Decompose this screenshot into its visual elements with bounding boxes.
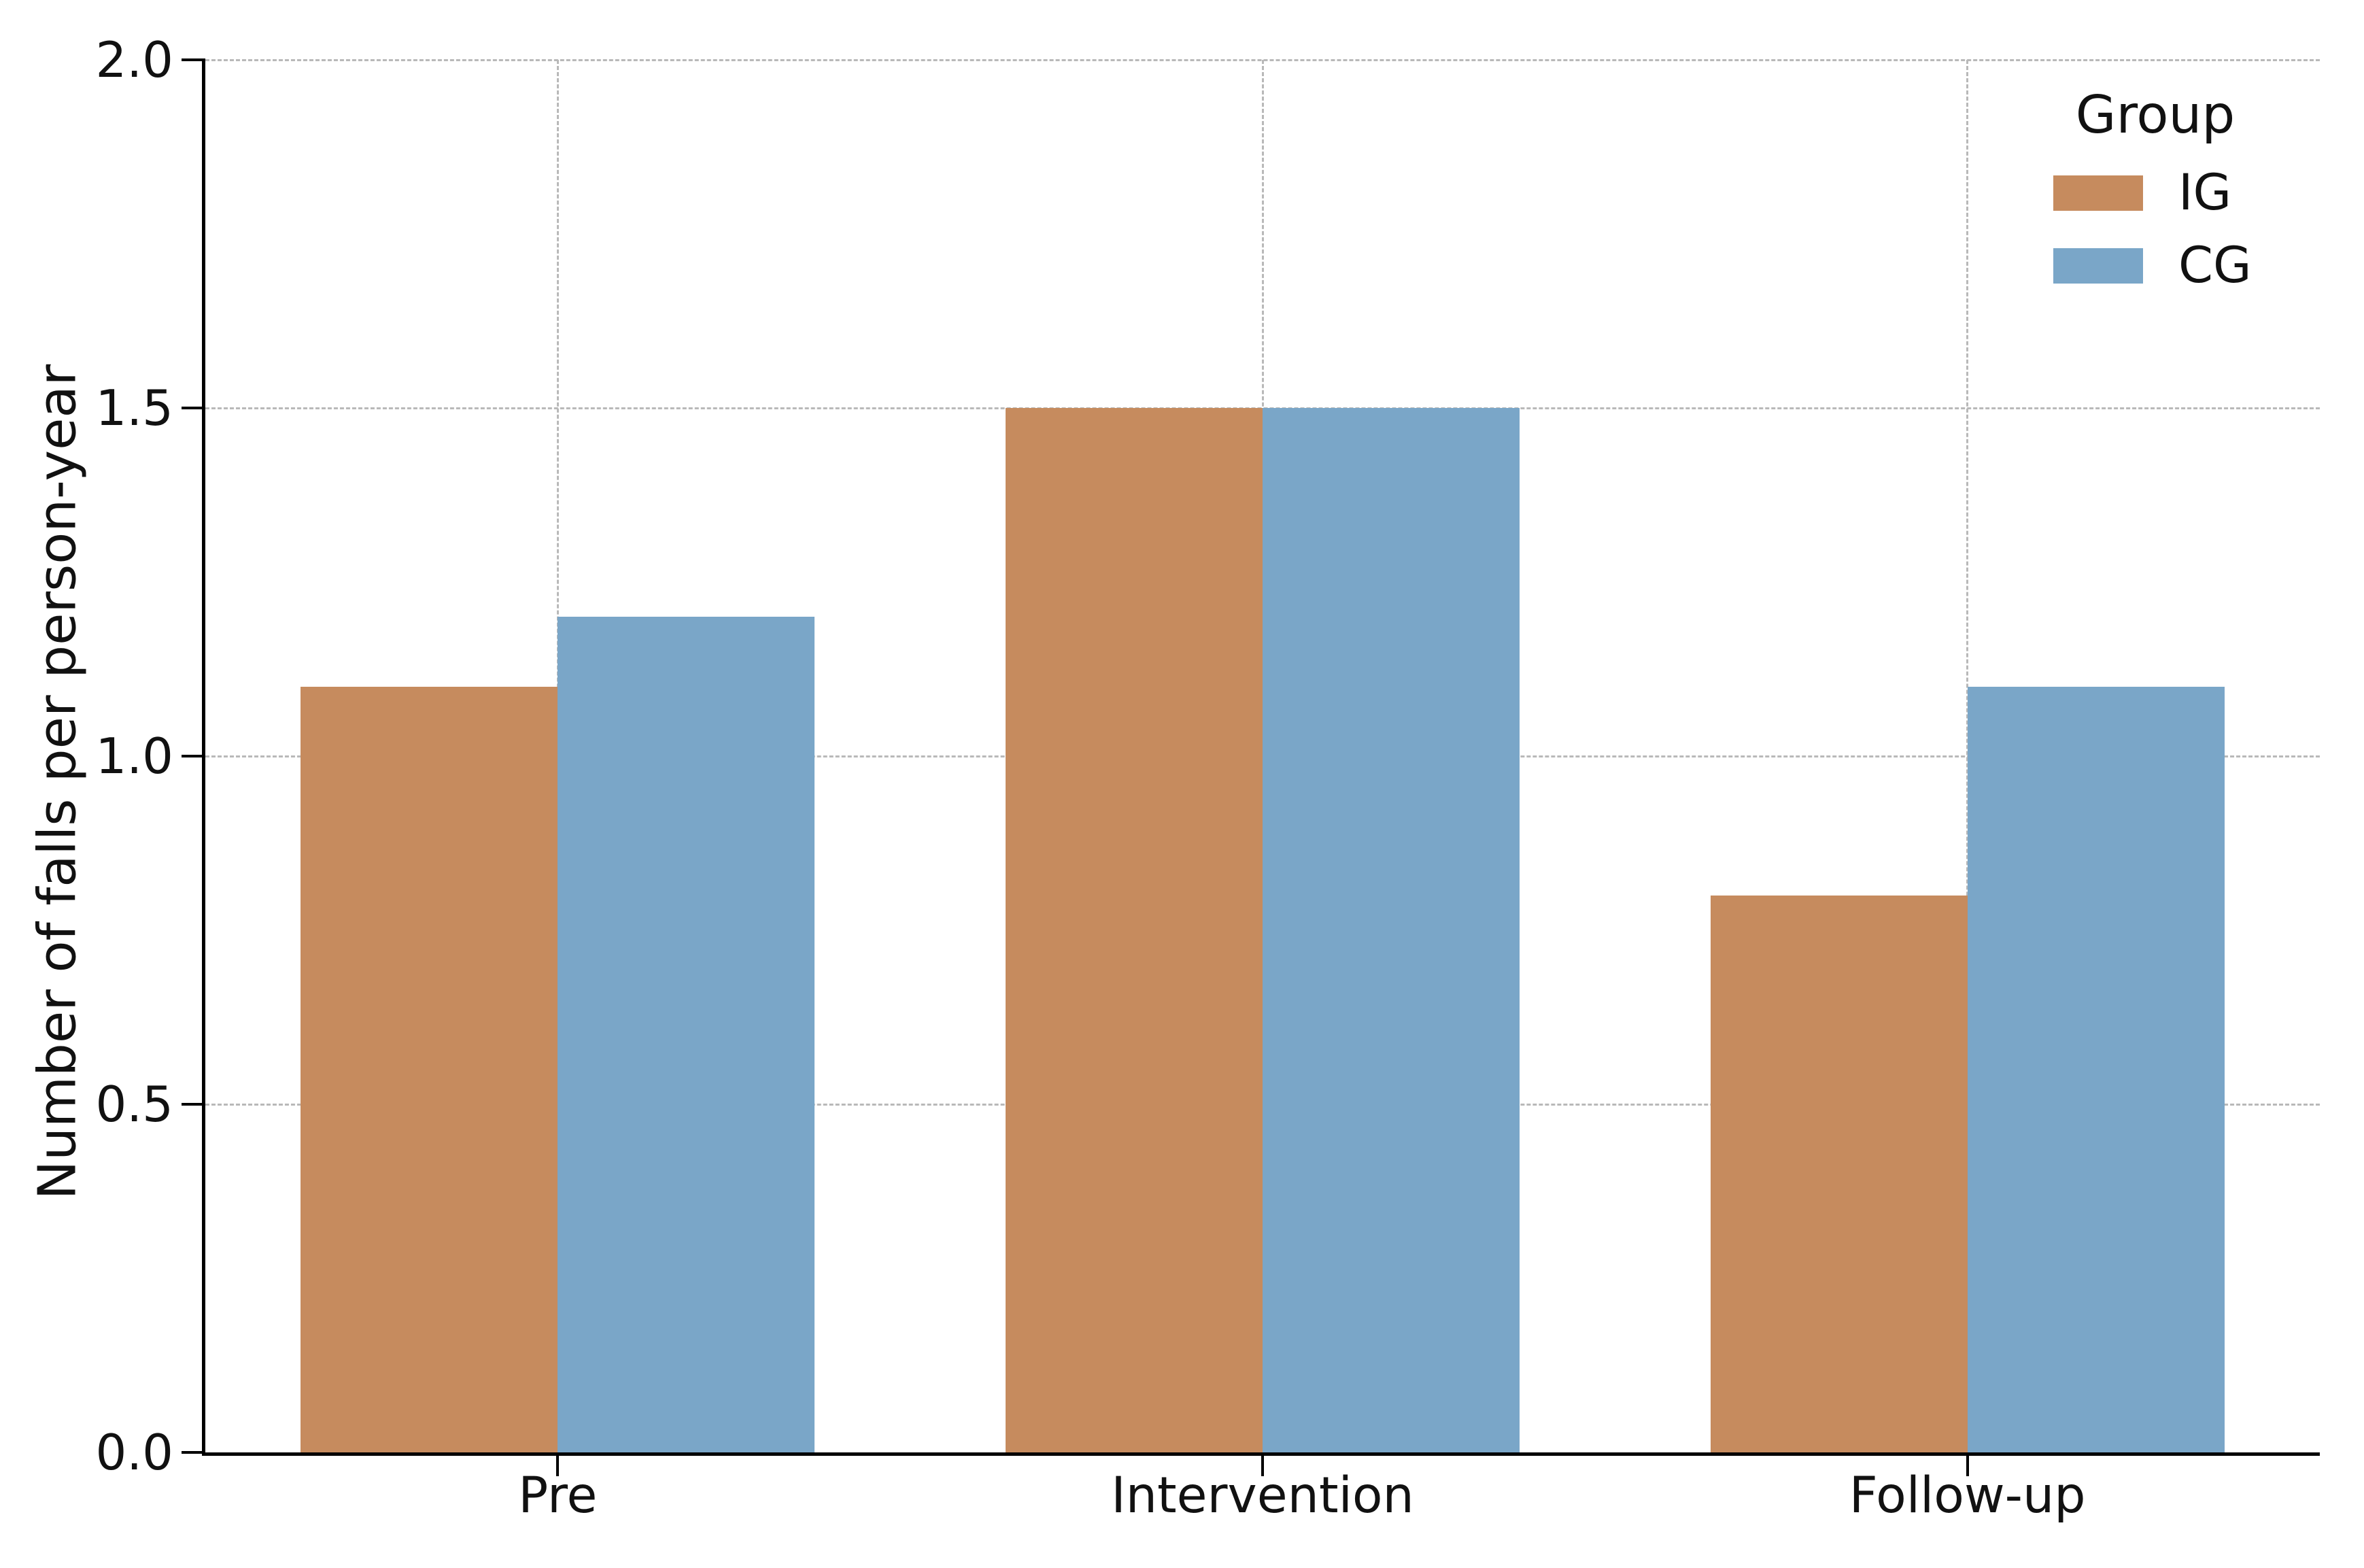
bar-cg-intervention <box>1263 408 1520 1452</box>
bar-ig-intervention <box>1006 408 1263 1452</box>
y-tick-0 <box>182 1451 202 1454</box>
legend-item-cg: CG <box>2053 237 2252 294</box>
y-tick-1.5 <box>182 407 202 409</box>
x-tick-intervention <box>1261 1456 1264 1476</box>
y-tick-0.5 <box>182 1103 202 1106</box>
x-tick-pre <box>556 1456 560 1476</box>
y-tick-label-0.5: 0.5 <box>95 1076 173 1133</box>
legend-swatch-ig <box>2053 175 2143 211</box>
x-tick-label-intervention: Intervention <box>1111 1467 1414 1524</box>
bar-cg-pre <box>558 617 815 1452</box>
bar-ig-follow-up <box>1710 895 1968 1452</box>
bar-ig-pre <box>301 686 558 1452</box>
x-tick-label-pre: Pre <box>518 1467 598 1524</box>
y-axis-spine <box>202 58 205 1456</box>
y-tick-1 <box>182 755 202 757</box>
legend-label-cg: CG <box>2178 237 2252 294</box>
x-tick-label-follow-up: Follow-up <box>1849 1467 2086 1524</box>
y-tick-2 <box>182 58 202 61</box>
legend: Group IG CG <box>2053 85 2257 290</box>
x-tick-follow-up <box>1966 1456 1969 1476</box>
y-tick-label-2: 2.0 <box>95 31 173 88</box>
legend-title: Group <box>2075 85 2235 146</box>
x-axis-spine <box>202 1452 2320 1456</box>
bar-cg-follow-up <box>1967 686 2225 1452</box>
y-tick-label-0: 0.0 <box>95 1424 173 1481</box>
legend-swatch-cg <box>2053 248 2143 284</box>
legend-item-ig: IG <box>2053 164 2232 222</box>
y-tick-label-1.5: 1.5 <box>95 379 173 437</box>
legend-label-ig: IG <box>2178 164 2232 222</box>
y-tick-label-1: 1.0 <box>95 728 173 785</box>
